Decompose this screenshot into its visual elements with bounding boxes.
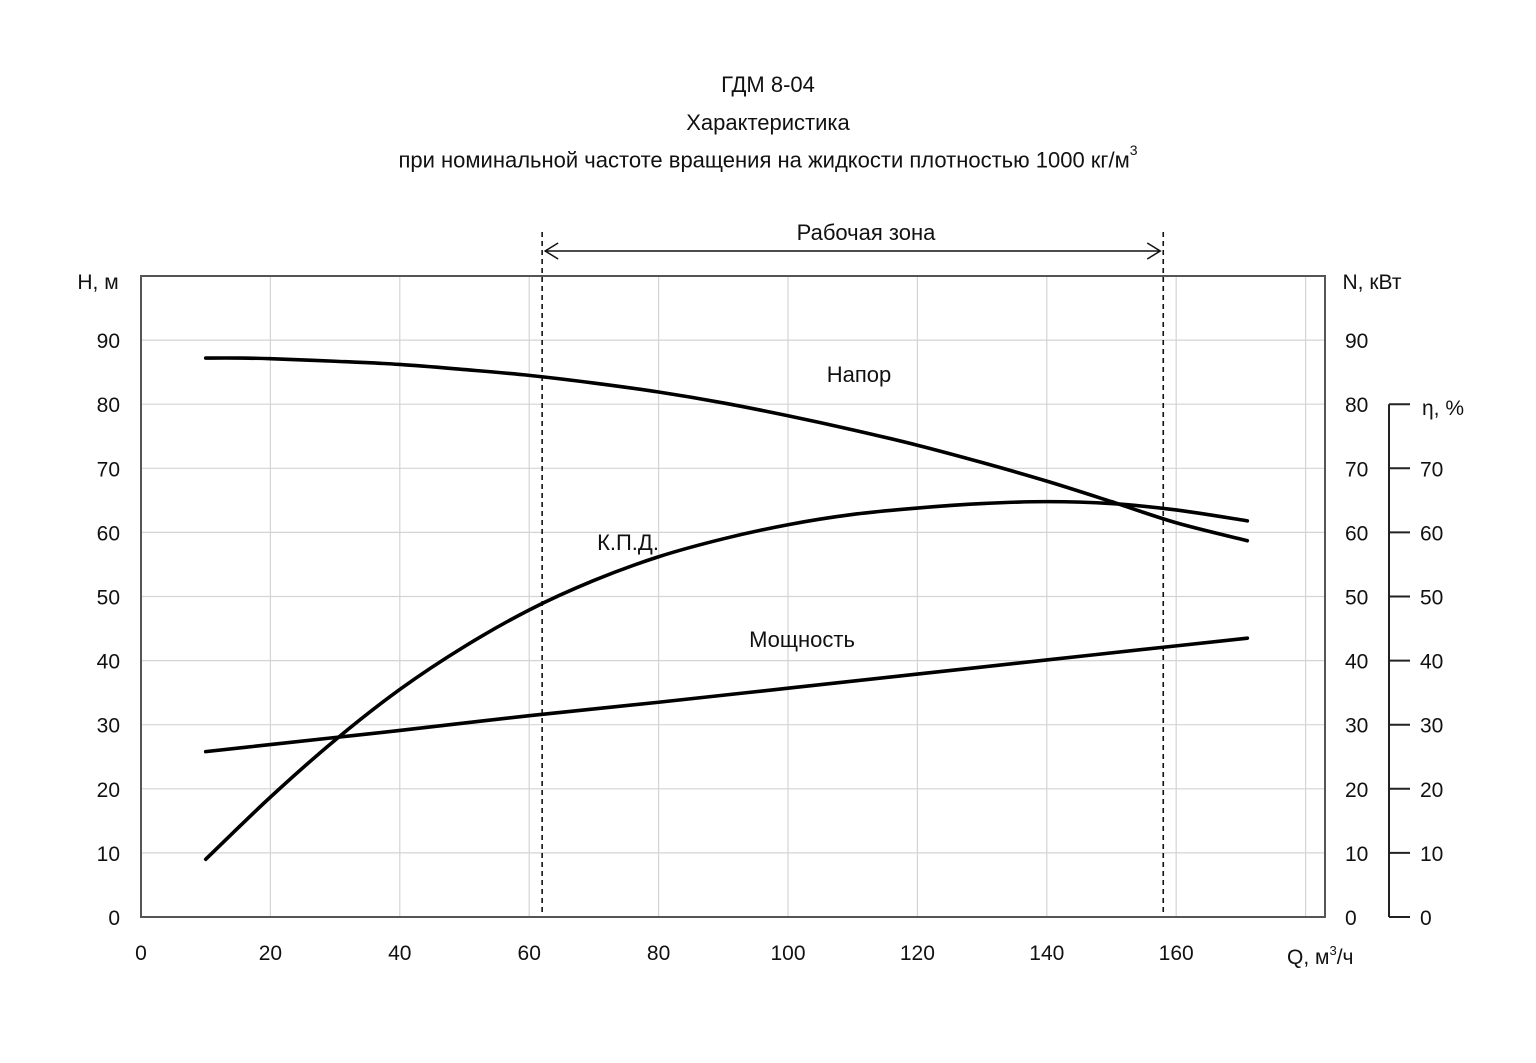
y-left-tick-label: 60 <box>97 522 120 545</box>
x-axis-label: Q, м3/ч <box>1287 943 1353 969</box>
x-axis-label-superscript: 3 <box>1329 943 1336 958</box>
chart-title: ГДМ 8-04 <box>721 72 815 97</box>
y-right-tick-label: 20 <box>1345 779 1368 802</box>
eta-tick-label: 0 <box>1420 907 1432 930</box>
eta-tick-label: 30 <box>1420 715 1443 738</box>
y-left-tick-label: 40 <box>97 651 120 674</box>
series-napor-line <box>203 356 1250 543</box>
series-label-napor: Напор <box>827 362 892 387</box>
x-tick-label: 0 <box>135 942 147 965</box>
series-lines <box>203 356 1250 862</box>
y-left-tick-label: 80 <box>97 394 120 417</box>
chart-subtitle: Характеристика <box>686 110 850 135</box>
y-right-tick-label: 90 <box>1345 330 1368 353</box>
x-axis-label-suffix: /ч <box>1337 946 1354 969</box>
x-tick-label: 100 <box>770 942 805 965</box>
chart-subtitle-line2: при номинальной частоте вращения на жидк… <box>0 142 1536 173</box>
y-axis-left-label: H, м <box>77 271 118 294</box>
y-right-tick-label: 40 <box>1345 651 1368 674</box>
plot-frame <box>140 275 1326 918</box>
x-tick-label: 140 <box>1029 942 1064 965</box>
eta-tick-label: 20 <box>1420 779 1443 802</box>
eta-tick-label: 70 <box>1420 458 1443 481</box>
axis-ticks: 0 20 40 60 80 100 120 140 1600102030405060708090… <box>97 330 1444 965</box>
x-tick-label: 40 <box>388 942 411 965</box>
x-tick-label: 20 <box>259 942 282 965</box>
y-left-tick-label: 30 <box>97 715 120 738</box>
y-axis-right-label: N, кВт <box>1343 271 1402 294</box>
y-left-tick-label: 90 <box>97 330 120 353</box>
y-left-tick-label: 10 <box>97 843 120 866</box>
y-right-tick-label: 50 <box>1345 587 1368 610</box>
chart-subtitle-line2-text: при номинальной частоте вращения на жидк… <box>398 147 1130 173</box>
eta-tick-label: 10 <box>1420 843 1443 866</box>
y-left-tick-label: 20 <box>97 779 120 802</box>
y-right-tick-label: 10 <box>1345 843 1368 866</box>
x-axis-label-text: Q, м <box>1287 946 1329 969</box>
chart-subtitle-superscript: 3 <box>1129 142 1138 158</box>
series-label-kpd: К.П.Д. <box>597 530 659 555</box>
y-right-tick-label: 60 <box>1345 522 1368 545</box>
y-right-tick-label: 70 <box>1345 458 1368 481</box>
work-zone-label: Рабочая зона <box>797 220 936 245</box>
series-label-power: Мощность <box>749 627 855 652</box>
y-right-tick-label: 30 <box>1345 715 1368 738</box>
work-zone-arrow-left <box>543 242 559 260</box>
x-tick-label: 60 <box>518 942 541 965</box>
x-tick-label: 80 <box>647 942 670 965</box>
series-power-line <box>203 636 1250 754</box>
work-zone <box>541 232 1165 914</box>
work-zone-arrow-right <box>1146 242 1162 260</box>
x-tick-label: 160 <box>1159 942 1194 965</box>
y-left-tick-label: 0 <box>108 907 120 930</box>
eta-tick-label: 50 <box>1420 587 1443 610</box>
y-left-tick-label: 50 <box>97 587 120 610</box>
eta-axis-label: η, % <box>1422 397 1464 420</box>
series-kpd-line <box>203 499 1250 862</box>
y-right-tick-label: 0 <box>1345 907 1357 930</box>
x-tick-label: 120 <box>900 942 935 965</box>
y-right-tick-label: 80 <box>1345 394 1368 417</box>
eta-tick-label: 40 <box>1420 651 1443 674</box>
y-left-tick-label: 70 <box>97 458 120 481</box>
grid <box>141 276 1325 917</box>
eta-tick-label: 60 <box>1420 522 1443 545</box>
